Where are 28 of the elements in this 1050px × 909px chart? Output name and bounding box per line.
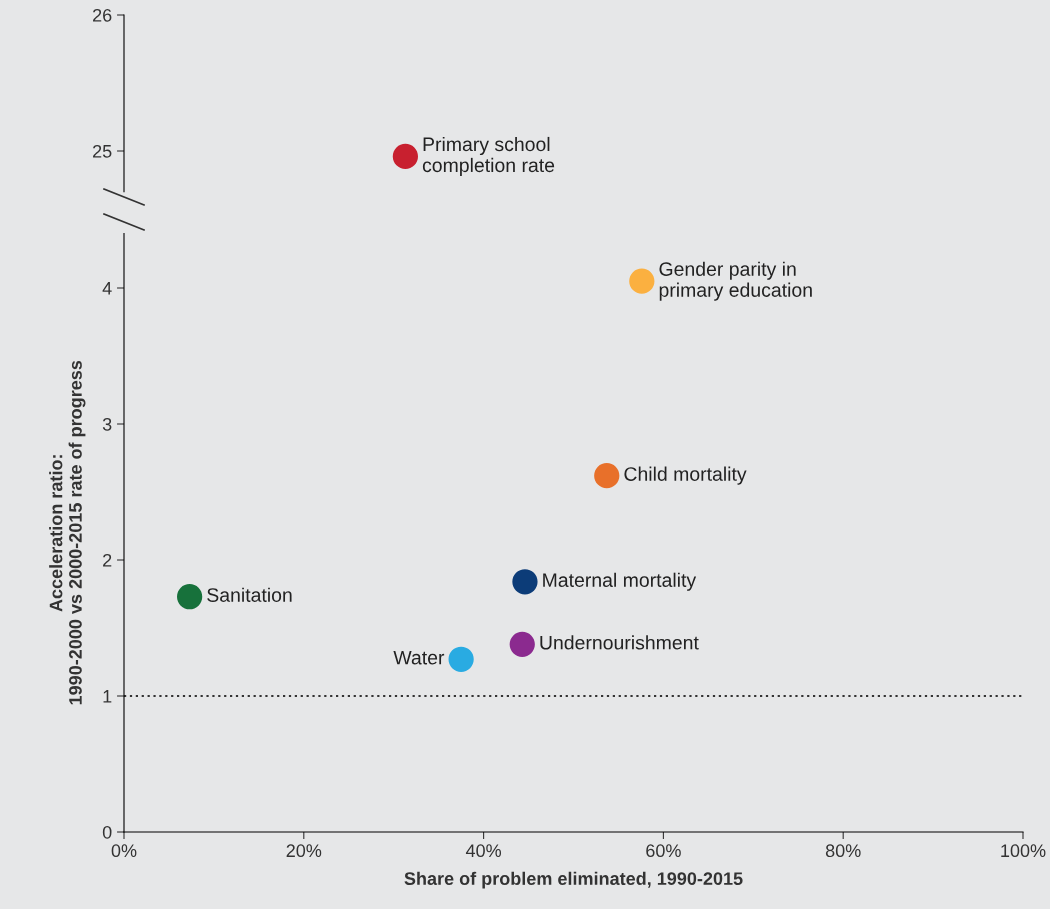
y-axis-title: Acceleration ratio: 1990-2000 vs 2000-2015 rate of progress [49,360,86,705]
x-tick-label: 0% [111,844,137,858]
series-label: Undernourishment [540,635,699,650]
y-tick-label: 3 [102,417,112,431]
x-tick-label: 20% [286,844,322,858]
x-axis-title: Share of problem eliminated, 1990-2015 [404,871,743,889]
point [509,631,535,657]
y-tick-label: 26 [93,8,112,22]
series-label: Primary school completion rate [422,136,555,176]
x-tick-label: 40% [465,844,502,858]
y-tick-label: 2 [103,553,112,567]
y-tick-label: 1 [103,690,112,703]
point [512,569,538,595]
point [594,463,620,489]
series-label: Sanitation [207,587,292,602]
series-label: Water [393,650,445,665]
y-tick-label: 4 [102,282,112,295]
series-label: Maternal mortality [543,572,697,591]
point [448,646,474,672]
x-tick-label: 80% [825,844,861,858]
point [177,584,203,610]
point [629,268,655,294]
y-tick-label: 25 [93,144,112,158]
series-label: Child mortality [624,466,747,485]
series-label: Gender parity in primary education [659,261,812,301]
x-tick-label: 100% [1001,844,1046,858]
y-tick-label: 0 [102,825,112,839]
x-tick-label: 60% [646,844,681,858]
